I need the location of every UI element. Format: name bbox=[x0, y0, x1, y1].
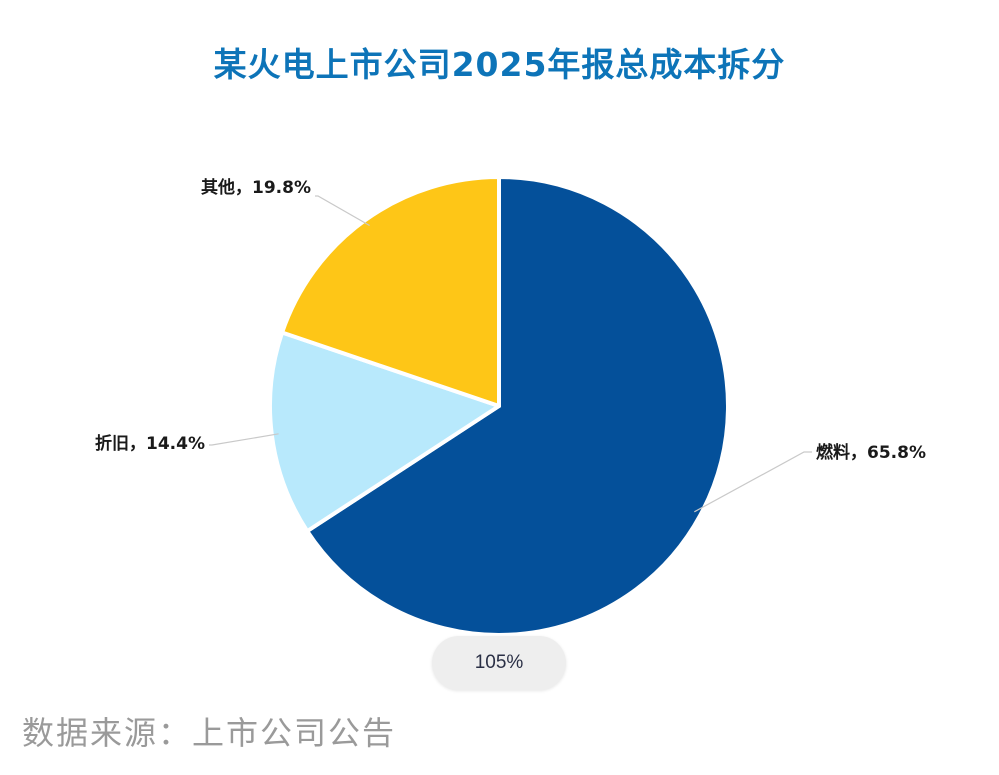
data-source-note: 数据来源：上市公司公告 bbox=[22, 714, 397, 752]
chart-title: 某火电上市公司2025年报总成本拆分 bbox=[213, 45, 786, 84]
slice-label-3: 其他，19.8% bbox=[201, 177, 311, 198]
slice-label-1: 燃料，65.8% bbox=[816, 442, 926, 463]
pie-slice-1 bbox=[305, 175, 730, 637]
leader-line-3 bbox=[315, 195, 370, 226]
slice-label-2: 折旧，14.4% bbox=[95, 433, 205, 454]
zoom-level-indicator[interactable]: 105% bbox=[432, 636, 566, 690]
slice-labels: 燃料，65.8% 折旧，14.4% 其他，19.8% bbox=[95, 177, 926, 463]
pie-slice-3 bbox=[280, 175, 501, 408]
leader-lines bbox=[209, 195, 812, 513]
leader-line-1 bbox=[694, 451, 812, 513]
pie-slices bbox=[268, 175, 730, 637]
leader-line-2 bbox=[209, 433, 279, 446]
